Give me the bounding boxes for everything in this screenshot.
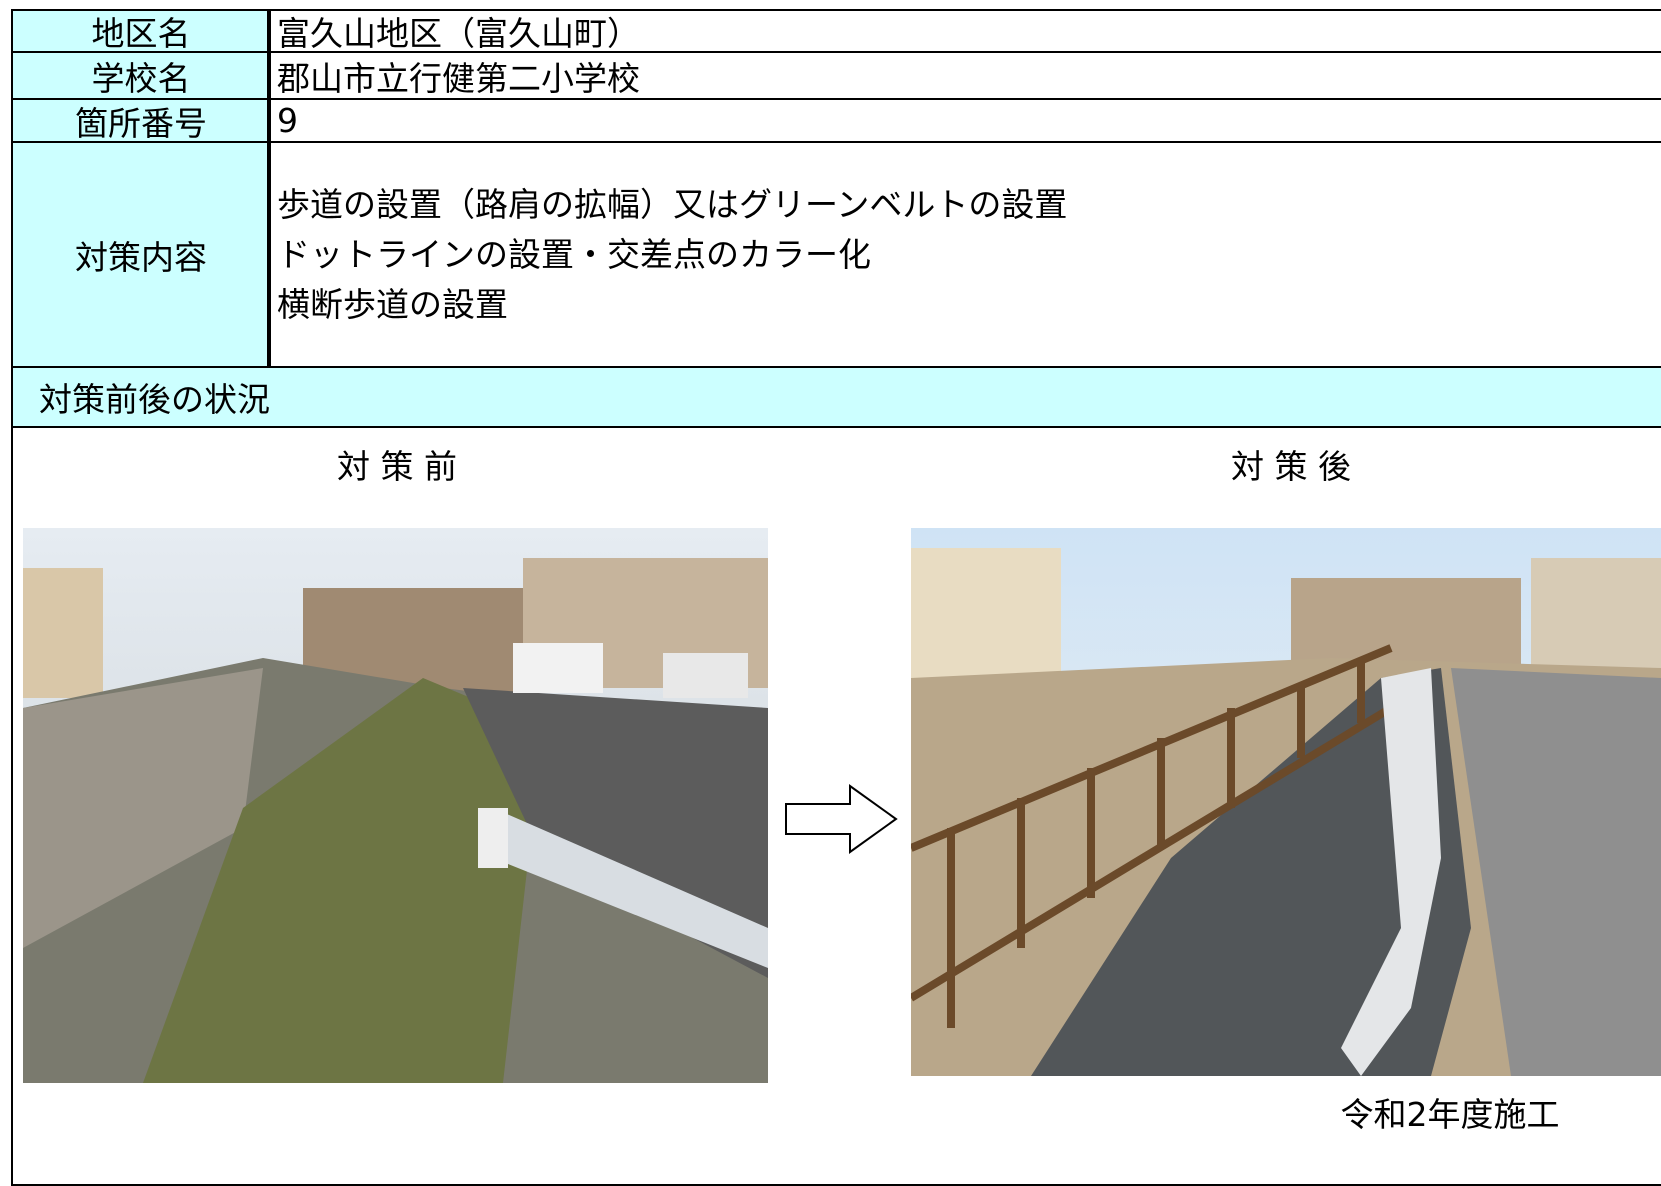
value-text: 9 <box>277 101 298 140</box>
value-cell: 歩道の設置（路肩の拡幅）又はグリーンベルトの設置 ドットラインの設置・交差点のカラ… <box>267 141 1661 368</box>
after-photo <box>911 528 1661 1076</box>
label-text: 対策内容 <box>75 237 207 277</box>
before-caption: 対 策 前 <box>337 447 457 486</box>
label-cell: 箇所番号 <box>11 98 271 143</box>
section-title: 対策前後の状況 <box>39 380 270 419</box>
construction-note: 令和2年度施工 <box>1340 1095 1560 1134</box>
value-cell: 富久山地区（富久山町） <box>267 9 1661 53</box>
arrow <box>785 784 898 854</box>
measure-line: 歩道の設置（路肩の拡幅）又はグリーンベルトの設置 <box>277 184 1068 224</box>
label-cell: 地区名 <box>11 9 271 53</box>
label-cell: 対策内容 <box>11 141 271 368</box>
measure-line: ドットラインの設置・交差点のカラー化 <box>277 234 871 274</box>
value-cell: 9 <box>267 98 1661 143</box>
value-text: 富久山地区（富久山町） <box>277 14 640 53</box>
label-text: 地区名 <box>91 14 191 53</box>
after-caption: 対 策 後 <box>1231 447 1351 486</box>
value-cell: 郡山市立行健第二小学校 <box>267 51 1661 100</box>
before-photo <box>23 528 768 1083</box>
section-header: 対策前後の状況 <box>11 366 1661 428</box>
label-cell: 学校名 <box>11 51 271 100</box>
value-text: 郡山市立行健第二小学校 <box>277 58 640 98</box>
measure-line: 横断歩道の設置 <box>277 284 508 324</box>
label-text: 箇所番号 <box>75 103 207 143</box>
label-text: 学校名 <box>91 58 191 98</box>
